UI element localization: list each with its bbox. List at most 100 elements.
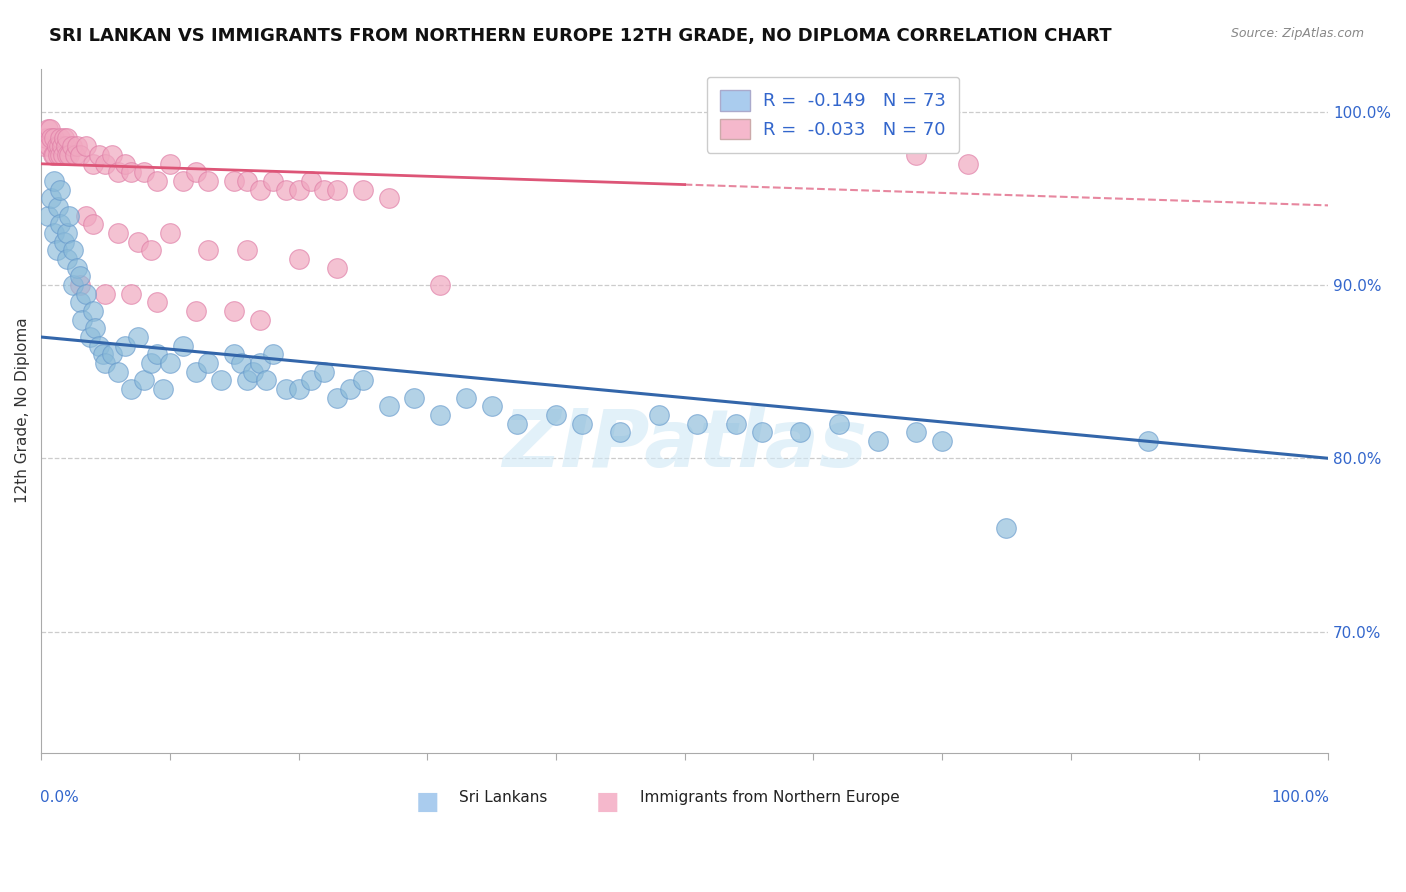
Point: [132, 373, 155, 387]
Point: [39, 122, 62, 136]
Point: [127, 330, 149, 344]
Point: [146, 174, 169, 188]
Point: [931, 434, 953, 448]
Point: [326, 391, 349, 405]
Point: [56, 252, 79, 266]
Point: [127, 235, 149, 249]
Point: [114, 339, 136, 353]
Point: [262, 174, 284, 188]
Point: [69, 269, 91, 284]
Point: [184, 365, 207, 379]
Point: [87, 148, 110, 162]
Point: [197, 356, 219, 370]
Point: [866, 434, 889, 448]
Point: [107, 365, 129, 379]
Point: [41, 130, 63, 145]
Point: [79, 330, 101, 344]
Point: [571, 417, 593, 431]
Point: [377, 400, 399, 414]
Point: [287, 252, 309, 266]
Text: ZIPatlas: ZIPatlas: [502, 406, 868, 483]
Point: [159, 157, 181, 171]
Point: [62, 278, 84, 293]
Point: [262, 347, 284, 361]
Point: [224, 304, 246, 318]
Point: [46, 200, 69, 214]
Point: [45, 139, 67, 153]
Point: [139, 244, 162, 258]
Text: Source: ZipAtlas.com: Source: ZipAtlas.com: [1230, 27, 1364, 40]
Point: [94, 356, 117, 370]
Point: [45, 244, 67, 258]
Point: [132, 165, 155, 179]
Point: [42, 174, 65, 188]
Point: [686, 417, 709, 431]
Text: Immigrants from Northern Europe: Immigrants from Northern Europe: [640, 790, 900, 805]
Point: [184, 304, 207, 318]
Text: ■: ■: [596, 790, 619, 814]
Point: [905, 425, 928, 440]
Point: [42, 226, 65, 240]
Point: [224, 174, 246, 188]
Text: SRI LANKAN VS IMMIGRANTS FROM NORTHERN EUROPE 12TH GRADE, NO DIPLOMA CORRELATION: SRI LANKAN VS IMMIGRANTS FROM NORTHERN E…: [49, 27, 1112, 45]
Point: [725, 417, 748, 431]
Point: [249, 356, 271, 370]
Point: [339, 382, 361, 396]
Point: [84, 321, 107, 335]
Point: [37, 122, 59, 136]
Point: [506, 417, 529, 431]
Point: [314, 365, 336, 379]
Point: [56, 130, 79, 145]
Point: [53, 130, 76, 145]
Point: [120, 286, 142, 301]
Point: [60, 139, 83, 153]
Y-axis label: 12th Grade, No Diploma: 12th Grade, No Diploma: [15, 318, 30, 503]
Point: [32, 139, 55, 153]
Point: [224, 347, 246, 361]
Point: [197, 174, 219, 188]
Point: [49, 218, 72, 232]
Text: 100.0%: 100.0%: [1271, 790, 1330, 805]
Point: [454, 391, 477, 405]
Point: [72, 312, 94, 326]
Point: [274, 382, 297, 396]
Point: [352, 183, 374, 197]
Point: [91, 347, 114, 361]
Point: [404, 391, 426, 405]
Point: [35, 130, 58, 145]
Point: [789, 425, 811, 440]
Point: [995, 520, 1018, 534]
Point: [352, 373, 374, 387]
Point: [48, 139, 70, 153]
Point: [49, 130, 72, 145]
Point: [236, 174, 259, 188]
Point: [94, 286, 117, 301]
Point: [828, 417, 851, 431]
Point: [69, 295, 91, 310]
Point: [120, 382, 142, 396]
Point: [172, 339, 194, 353]
Point: [326, 183, 349, 197]
Point: [956, 157, 979, 171]
Point: [254, 373, 277, 387]
Point: [62, 244, 84, 258]
Point: [55, 139, 77, 153]
Point: [287, 382, 309, 396]
Point: [481, 400, 503, 414]
Point: [58, 209, 80, 223]
Point: [1136, 434, 1159, 448]
Legend: R =  -0.149   N = 73, R =  -0.033   N = 70: R = -0.149 N = 73, R = -0.033 N = 70: [707, 77, 959, 153]
Point: [172, 174, 194, 188]
Point: [146, 295, 169, 310]
Point: [114, 157, 136, 171]
Point: [314, 183, 336, 197]
Point: [648, 408, 671, 422]
Point: [544, 408, 567, 422]
Point: [53, 235, 76, 249]
Point: [429, 278, 451, 293]
Point: [184, 165, 207, 179]
Point: [75, 139, 97, 153]
Point: [429, 408, 451, 422]
Point: [69, 278, 91, 293]
Point: [66, 139, 89, 153]
